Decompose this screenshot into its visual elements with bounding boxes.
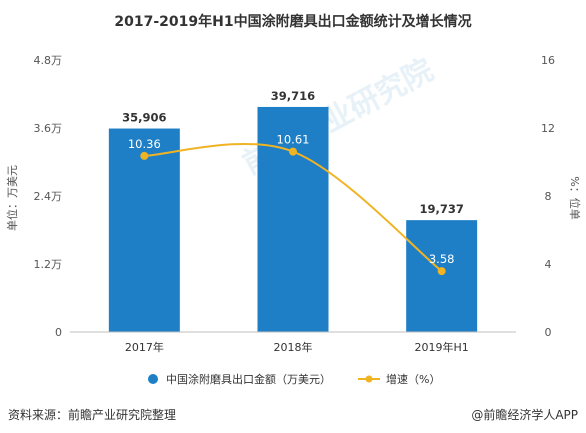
footer: 资料来源：前瞻产业研究院整理 @前瞻经济学人APP [0,398,586,433]
bar-value-label: 39,716 [271,89,315,103]
data-labels: 35,906 39,716 19,737 10.36 10.61 3.58 [122,89,464,266]
y-left-tick-label: 1.2万 [34,258,63,271]
y-left-tick-label: 0 [55,326,62,339]
x-tick-label: 2019年H1 [415,340,469,354]
y-right-tick-label: 8 [545,190,552,203]
y-right-tick-label: 12 [541,122,555,135]
brand-credit: @前瞻经济学人APP [471,408,578,422]
bar [108,128,180,332]
bar [406,220,478,332]
x-tick-label: 2017年 [125,340,164,354]
bar-value-label: 35,906 [122,111,166,125]
growth-point [140,151,149,160]
y-right-tick-label: 16 [541,54,555,67]
legend-bar-label: 中国涂附磨具出口金额（万美元） [166,372,331,386]
legend-bar-marker [148,374,158,384]
growth-line-series [140,142,446,276]
y-right-tick-label: 4 [545,258,552,271]
y-left-tick-label: 3.6万 [34,122,63,135]
legend-line-label: 增速（%） [386,372,440,386]
growth-value-label: 10.36 [128,137,161,151]
growth-point [289,147,297,156]
legend: 中国涂附磨具出口金额（万美元） 增速（%） [148,372,440,386]
y-left-axis: 0 1.2万 2.4万 3.6万 4.8万 [34,54,63,339]
chart-title: 2017-2019年H1中国涂附磨具出口金额统计及增长情况 [114,13,471,30]
bar-series [108,106,478,333]
y-right-axis: 0 4 8 12 16 [541,54,555,339]
y-left-axis-label: 单位：万美元 [5,165,19,231]
y-left-tick-label: 2.4万 [34,190,63,203]
y-right-axis-label: %：位单 [568,176,582,219]
legend-line-dot [365,375,373,383]
growth-value-label: 3.58 [429,252,455,266]
bar-value-label: 19,737 [419,202,463,216]
bar [257,106,329,333]
growth-value-label: 10.61 [277,133,310,147]
y-right-tick-label: 0 [545,326,552,339]
growth-point [437,267,446,276]
x-axis: 2017年 2018年 2019年H1 [125,340,469,354]
x-tick-label: 2018年 [274,340,313,354]
source-note: 资料来源：前瞻产业研究院整理 [8,408,177,422]
y-left-tick-label: 4.8万 [34,54,63,67]
